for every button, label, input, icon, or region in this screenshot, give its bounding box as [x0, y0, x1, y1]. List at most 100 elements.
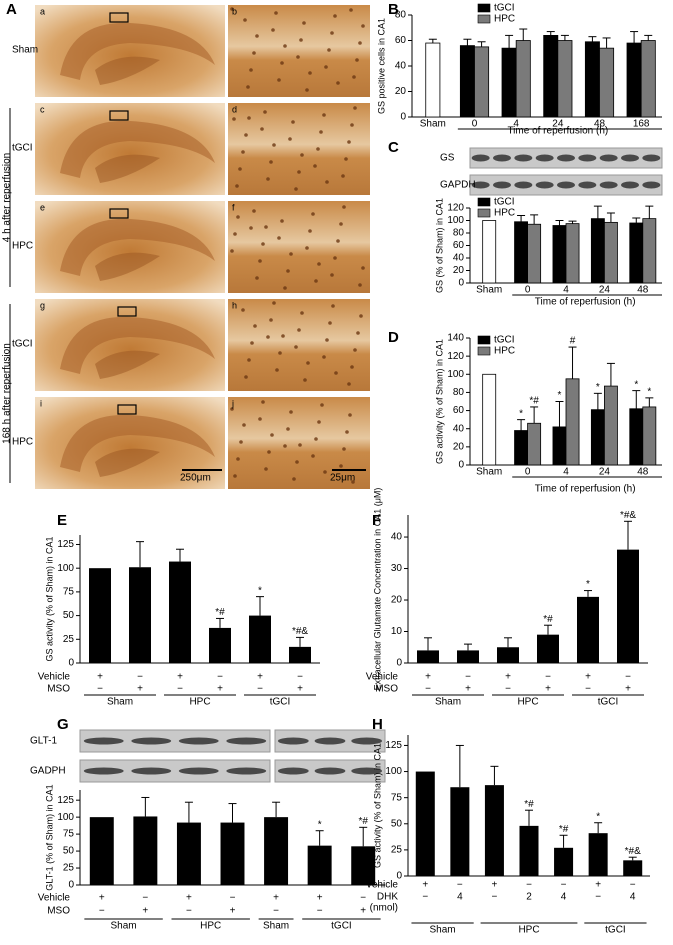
blot-band — [514, 154, 533, 162]
bar — [176, 822, 201, 885]
row-value: + — [297, 684, 303, 695]
group-label: tGCI — [331, 921, 352, 932]
astrocyte — [281, 334, 285, 338]
y-tick-label: 50 — [63, 846, 75, 857]
row-value: + — [505, 672, 511, 683]
astrocyte — [339, 222, 343, 226]
zoom-box — [109, 208, 129, 219]
panel-label: E — [57, 512, 67, 529]
row-value: + — [545, 684, 551, 695]
astrocyte — [352, 75, 356, 79]
row-value: + — [273, 893, 279, 904]
group-label: 168 h after reperfusion — [2, 343, 13, 444]
bar — [642, 218, 657, 284]
micrograph-zoom — [228, 201, 370, 293]
bar — [640, 40, 656, 118]
astrocyte — [258, 259, 262, 263]
row-value: + — [465, 684, 471, 695]
astrocyte — [345, 430, 349, 434]
astrocyte — [348, 413, 352, 417]
y-tick-label: 20 — [453, 265, 465, 276]
group-label: tGCI — [270, 697, 291, 708]
astrocyte — [283, 286, 287, 290]
annotation: *# — [559, 824, 569, 835]
blot-band — [277, 737, 309, 745]
legend-swatch — [477, 14, 491, 24]
bar — [89, 817, 114, 885]
row-value: − — [177, 684, 183, 695]
astrocyte — [317, 420, 321, 424]
bar — [220, 822, 245, 885]
legend-swatch — [477, 208, 491, 218]
astrocyte — [242, 423, 246, 427]
bar — [599, 47, 615, 118]
x-tick-label: 168 — [633, 119, 650, 130]
row-value: 4 — [630, 892, 636, 903]
group-label: Sham — [263, 921, 289, 932]
blot-band — [351, 767, 383, 775]
y-tick-label: 120 — [447, 351, 464, 362]
bar — [482, 220, 497, 284]
row-value: + — [230, 906, 236, 917]
astrocyte — [361, 266, 365, 270]
blot-band — [535, 181, 554, 189]
annotation: * — [586, 579, 590, 590]
row-value: − — [505, 684, 511, 695]
zoom-box — [109, 12, 129, 23]
y-tick-label: 25 — [391, 845, 403, 856]
astrocyte — [247, 116, 251, 120]
row-value: + — [422, 880, 428, 891]
blot-band — [493, 154, 511, 162]
bar — [537, 634, 559, 663]
astrocyte — [347, 382, 351, 386]
row-label: Sham — [12, 45, 38, 56]
row-label: Vehicle — [366, 672, 399, 683]
astrocyte — [267, 450, 271, 454]
astrocyte — [358, 283, 362, 287]
micrograph-zoom — [228, 299, 370, 391]
blot-label: GAPDH — [440, 180, 476, 191]
astrocyte — [289, 410, 293, 414]
group-label: 4 h after reperfusion — [2, 153, 13, 243]
astrocyte — [333, 14, 337, 18]
astrocyte — [294, 345, 298, 349]
bar — [577, 596, 599, 663]
bar — [450, 787, 470, 876]
astrocyte — [249, 226, 253, 230]
astrocyte — [300, 311, 304, 315]
astrocyte — [289, 252, 293, 256]
group-label: HPC — [200, 921, 221, 932]
bar — [584, 41, 600, 118]
astrocyte — [331, 304, 335, 308]
astrocyte — [244, 375, 248, 379]
image-label: a — [40, 6, 45, 16]
bar — [629, 222, 644, 284]
bar — [565, 378, 580, 466]
y-tick-label: 60 — [395, 35, 407, 46]
y-tick-label: 20 — [453, 441, 465, 452]
bar — [519, 825, 539, 876]
bar — [129, 567, 151, 663]
row-value: + — [137, 684, 143, 695]
row-value: − — [595, 892, 601, 903]
row-value: 4 — [561, 892, 567, 903]
row-value: + — [99, 893, 105, 904]
row-value: − — [230, 893, 236, 904]
bar — [527, 422, 542, 466]
astrocyte — [280, 219, 284, 223]
micrograph-zoom — [228, 103, 370, 195]
astrocyte — [334, 371, 338, 375]
astrocyte — [286, 427, 290, 431]
astrocyte — [336, 239, 340, 243]
astrocyte — [294, 187, 298, 191]
row-label: DHK — [377, 892, 398, 903]
bar — [457, 650, 479, 663]
bar — [474, 46, 490, 118]
panel-label: D — [388, 329, 399, 346]
row-value: − — [465, 672, 471, 683]
bar — [527, 223, 542, 284]
astrocyte — [314, 437, 318, 441]
bar — [307, 845, 332, 885]
astrocyte — [252, 51, 256, 55]
annotation: *#& — [625, 846, 641, 857]
